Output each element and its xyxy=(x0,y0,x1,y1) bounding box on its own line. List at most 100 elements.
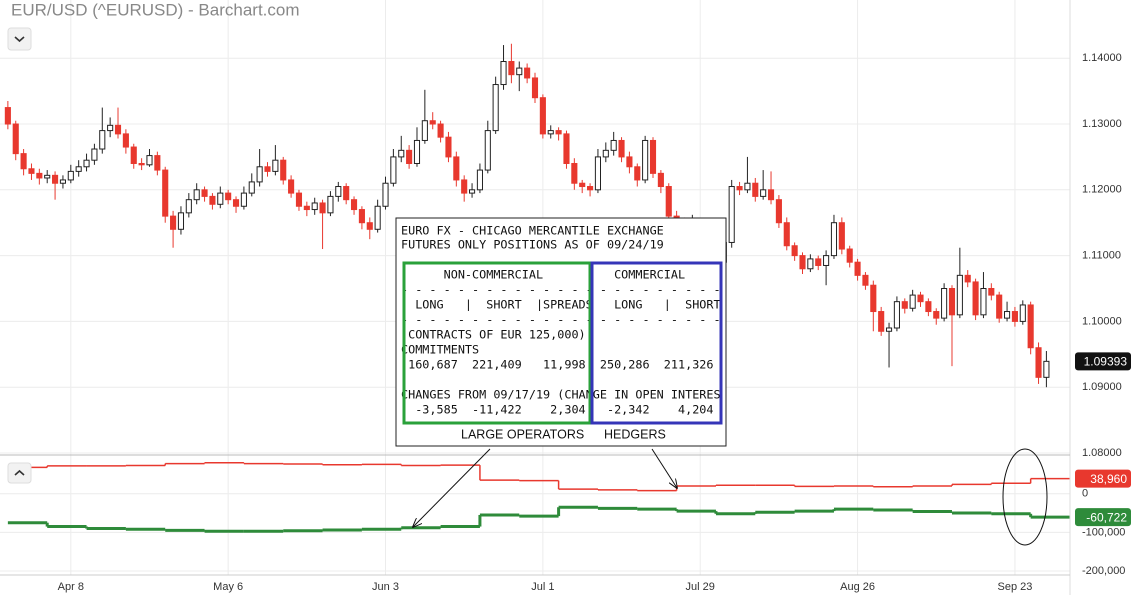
candle-body xyxy=(587,186,594,191)
candle-body xyxy=(1019,304,1026,322)
candle-body xyxy=(846,248,853,263)
candle-body xyxy=(28,168,35,174)
chart-title: EUR/USD (^EURUSD) - Barchart.com xyxy=(11,0,300,19)
candle-body xyxy=(99,130,106,150)
candle-body xyxy=(508,61,515,76)
candle-body xyxy=(272,159,279,172)
report-box: EURO FX - CHICAGO MERCANTILE EXCHANGEFUT… xyxy=(395,217,735,447)
candle-body xyxy=(52,174,59,184)
candle-body xyxy=(1011,311,1018,322)
candle-body xyxy=(201,189,208,197)
candle-body xyxy=(343,186,350,201)
candle-body xyxy=(964,274,971,283)
candle-body xyxy=(579,182,586,188)
candle-body xyxy=(901,301,908,309)
candle-body xyxy=(91,148,98,161)
candle-body xyxy=(524,67,531,79)
candle-body xyxy=(760,189,767,197)
candle-body xyxy=(4,107,11,125)
candle-body xyxy=(209,195,216,205)
candle-body xyxy=(996,294,1003,319)
candle-body xyxy=(59,179,66,184)
y-tick-label: 1.12000 xyxy=(1082,184,1122,196)
arrow xyxy=(651,448,677,488)
report-line: COMMITMENTS xyxy=(401,343,479,357)
candle-body xyxy=(917,294,924,303)
y-tick-label: 1.08000 xyxy=(1082,447,1122,459)
candle-body xyxy=(170,215,177,230)
report-line: CHANGES FROM 09/17/19 (CHANGE IN OPEN IN… xyxy=(401,388,721,402)
candle-body xyxy=(453,156,460,181)
candle-body xyxy=(649,139,657,174)
candle-body xyxy=(476,169,483,191)
report-line: -3,585 -11,422 2,304 -2,342 4,204 xyxy=(401,403,714,417)
y-tick-label: 1.11000 xyxy=(1082,250,1121,262)
badges: 1.09393 38,960 -60,722 xyxy=(1075,352,1131,527)
candle-body xyxy=(665,186,672,217)
candle-body xyxy=(413,139,421,164)
candle-body xyxy=(130,146,137,164)
candle-body xyxy=(956,274,963,316)
candle-body xyxy=(177,212,185,230)
candle-body xyxy=(469,189,476,194)
candle-body xyxy=(602,149,609,158)
candle-body xyxy=(980,288,987,316)
candle-body xyxy=(783,222,790,247)
collapse-button[interactable] xyxy=(7,27,32,51)
annotation: LARGE OPERATORS xyxy=(461,427,584,441)
badge-label: -60,722 xyxy=(1086,510,1127,524)
candle-body xyxy=(390,156,397,184)
value-badge: 1.09393 xyxy=(1075,352,1131,371)
candle-body xyxy=(500,61,507,86)
candle-body xyxy=(933,311,940,319)
candle-body xyxy=(437,123,444,138)
candle-body xyxy=(146,155,153,166)
candle-body xyxy=(736,186,743,191)
candle-body xyxy=(626,156,633,168)
candle-body xyxy=(319,202,326,214)
x-tick-label: Aug 26 xyxy=(840,581,875,593)
candle-body xyxy=(256,166,263,183)
candle-body xyxy=(657,172,664,188)
candle-body xyxy=(1027,304,1034,349)
x-tick-label: Apr 8 xyxy=(58,581,84,593)
y-tick-label: 1.13000 xyxy=(1082,118,1122,130)
badge-label: 38,960 xyxy=(1090,472,1127,486)
candle-body xyxy=(744,182,751,191)
candle-body xyxy=(382,182,389,207)
candle-body xyxy=(815,258,822,266)
candle-body xyxy=(728,186,735,243)
candle-body xyxy=(461,179,468,194)
report-line: - - - - - - - - - - - - - - - - - - - - … xyxy=(401,313,735,327)
report-line: EURO FX - CHICAGO MERCANTILE EXCHANGE xyxy=(401,224,664,238)
candle-body xyxy=(240,192,247,207)
candle-body xyxy=(122,133,129,148)
commercial-frame xyxy=(590,261,723,425)
annotation: HEDGERS xyxy=(604,427,666,441)
candle-body xyxy=(138,162,145,166)
candle-body xyxy=(280,159,287,181)
candle-body xyxy=(12,123,19,155)
candle-body xyxy=(1035,347,1042,378)
candle-body xyxy=(972,281,979,316)
candle-body xyxy=(374,205,381,230)
report-line: 160,687 221,409 11,998 250,286 211,326 xyxy=(401,358,714,372)
candle-body xyxy=(406,149,413,164)
candle-body xyxy=(484,130,491,171)
candle-body xyxy=(634,166,641,181)
candle-body xyxy=(799,255,806,270)
candle-body xyxy=(642,139,649,181)
y-tick-label: 1.10000 xyxy=(1082,315,1122,327)
highlight-ellipse xyxy=(1002,448,1048,546)
panel-button[interactable] xyxy=(7,462,32,484)
report-line: FUTURES ONLY POSITIONS AS OF 09/24/19 xyxy=(401,238,664,252)
candle-body xyxy=(162,169,169,217)
x-tick-label: Jun 3 xyxy=(372,581,399,593)
value-badge: -60,722 xyxy=(1075,508,1131,527)
x-tick-label: Jul 1 xyxy=(531,581,554,593)
candle-body xyxy=(421,120,428,141)
candle-body xyxy=(1043,360,1050,378)
candle-body xyxy=(36,172,43,179)
badge-bg xyxy=(1075,352,1131,371)
